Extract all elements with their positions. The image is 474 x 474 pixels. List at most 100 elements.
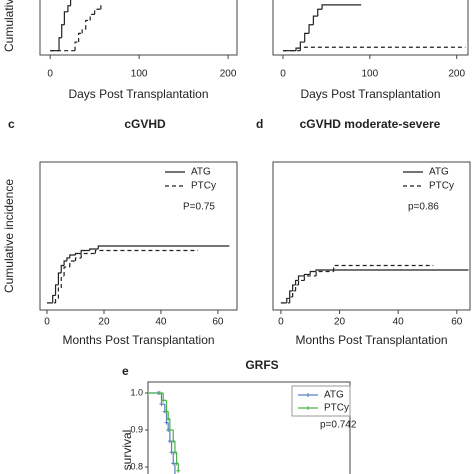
x-tick-label: 0 <box>47 69 53 80</box>
panel-letter: d <box>256 117 263 131</box>
chart-title: GRFS <box>245 358 278 372</box>
y-tick-label: 0.9 <box>130 424 143 434</box>
censor-mark <box>148 390 150 395</box>
legend-marker <box>306 393 310 397</box>
panel-letter: c <box>8 117 15 131</box>
step-segment <box>74 41 79 51</box>
legend-label: ATG <box>324 390 344 401</box>
legend-label: PTCy <box>324 403 349 414</box>
legend-label: ATG <box>429 167 449 178</box>
censor-mark <box>172 472 177 474</box>
step-segment <box>97 245 230 249</box>
plot-frame <box>39 161 238 311</box>
step-segment <box>80 249 90 254</box>
chart-title: cGVHD moderate-severe <box>300 117 441 131</box>
step-segment <box>169 418 174 431</box>
step-segment <box>94 8 101 15</box>
y-axis-label: Cumulative incidence <box>2 179 16 293</box>
chart-title: cGVHD <box>124 117 166 131</box>
x-tick-label: 200 <box>448 69 465 80</box>
step-segment <box>303 273 311 276</box>
step-segment <box>60 264 65 273</box>
legend-label: ATG <box>191 167 211 178</box>
y-axis-label: Cumulative incidence <box>2 0 16 52</box>
censor-mark <box>157 390 162 395</box>
x-tick-label: 0 <box>280 69 286 80</box>
step-segment <box>74 257 82 261</box>
x-axis-label: Days Post Transplantation <box>300 87 440 101</box>
x-tick-label: 60 <box>451 317 463 328</box>
step-segment <box>309 270 317 275</box>
step-segment <box>58 37 62 51</box>
step-segment <box>308 24 314 34</box>
censor-mark <box>164 420 169 425</box>
legend-label: PTCy <box>429 181 454 192</box>
plot-frame <box>272 161 471 311</box>
step-segment <box>54 297 59 303</box>
p-value: p=0.86 <box>408 202 439 213</box>
x-tick-label: 40 <box>155 317 167 328</box>
x-tick-label: 60 <box>212 317 224 328</box>
step-segment <box>289 296 293 303</box>
plot-frame <box>39 0 238 56</box>
step-segment <box>295 47 301 51</box>
step-segment <box>317 8 323 17</box>
step-segment <box>292 284 296 291</box>
step-segment <box>289 290 293 299</box>
x-tick-label: 100 <box>362 69 379 80</box>
step-segment <box>303 275 317 281</box>
x-tick-label: 20 <box>98 317 110 328</box>
step-segment <box>162 392 167 401</box>
plot-frame <box>147 381 351 474</box>
step-segment <box>74 252 82 255</box>
step-segment <box>286 297 290 303</box>
step-segment <box>78 32 83 43</box>
p-value: P=0.75 <box>183 202 215 213</box>
censor-mark <box>167 428 172 433</box>
step-segment <box>297 279 305 285</box>
step-segment <box>299 41 305 49</box>
legend-box <box>291 385 351 417</box>
step-segment <box>63 11 68 25</box>
step-segment <box>89 13 95 21</box>
y-tick-label: 1.0 <box>130 387 143 397</box>
legend-label: PTCy <box>191 181 216 192</box>
step-segment <box>67 5 71 12</box>
step-segment <box>81 28 86 34</box>
censor-mark <box>161 398 166 403</box>
censor-mark <box>176 468 181 473</box>
step-segment <box>57 287 62 299</box>
step-segment <box>63 266 70 276</box>
step-segment <box>294 279 299 285</box>
step-segment <box>69 260 76 267</box>
step-segment <box>69 254 76 258</box>
step-segment <box>299 46 466 51</box>
step-segment <box>94 249 198 254</box>
step-segment <box>54 284 59 296</box>
censor-mark <box>164 409 169 414</box>
step-segment <box>315 269 469 272</box>
x-axis-label: Months Post Transplantation <box>62 333 214 347</box>
step-segment <box>80 252 96 258</box>
step-segment <box>52 294 56 303</box>
step-segment <box>85 19 91 30</box>
x-tick-label: 0 <box>44 317 50 328</box>
x-tick-label: 40 <box>393 317 405 328</box>
step-segment <box>292 290 296 297</box>
y-axis-label: survival <box>120 430 134 471</box>
step-segment <box>297 275 305 281</box>
y-tick-label: 0.8 <box>130 461 143 471</box>
x-tick-label: 100 <box>131 69 148 80</box>
step-segment <box>63 260 67 266</box>
legend-marker <box>306 406 310 410</box>
x-tick-label: 20 <box>334 317 346 328</box>
plot-frame <box>272 0 469 56</box>
x-tick-label: 200 <box>220 69 237 80</box>
step-segment <box>304 32 310 43</box>
step-segment <box>312 15 318 25</box>
step-segment <box>89 248 99 251</box>
x-tick-label: 0 <box>278 317 284 328</box>
step-segment <box>60 275 65 288</box>
